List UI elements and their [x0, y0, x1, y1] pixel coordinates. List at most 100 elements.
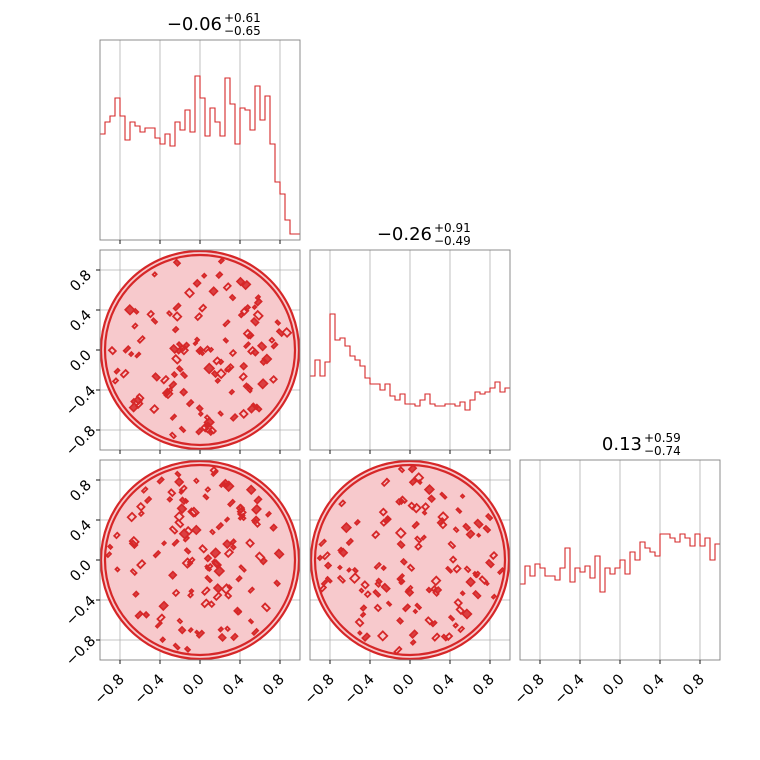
contour-island [174, 476, 185, 488]
contour-island [143, 495, 153, 505]
contour-island [430, 584, 438, 593]
contour-island [173, 511, 185, 523]
contour-island [213, 565, 226, 577]
contour-island [430, 619, 438, 628]
contour-panels [99, 249, 511, 661]
contour-island [408, 629, 419, 640]
contour-ring-inner-2-1 [103, 253, 297, 447]
contour-island [420, 534, 427, 541]
contour-island [223, 516, 231, 523]
contour-island [192, 340, 199, 347]
contour-island [171, 588, 181, 598]
contour-island [257, 378, 269, 390]
contour-island [399, 495, 408, 505]
contour-island [253, 297, 263, 307]
contour-island [440, 633, 449, 642]
contour-island [198, 544, 208, 554]
contour-island [152, 549, 162, 559]
contour-island [247, 586, 256, 594]
contour-island [229, 543, 237, 551]
contour-island [265, 510, 272, 518]
contour-island [323, 561, 333, 570]
contour-island [476, 532, 482, 538]
contour-island [394, 527, 407, 539]
x-tick-label: −0.8 [92, 672, 128, 708]
y-tick-label: −0.8 [63, 423, 99, 459]
contour-island [457, 625, 466, 634]
contour-island [239, 361, 249, 371]
y-tick-label: 0.0 [67, 557, 95, 585]
contour-island [178, 488, 185, 495]
contour-island [485, 512, 494, 522]
histogram-2 [310, 313, 510, 411]
contour-island [179, 370, 189, 380]
contour-island [396, 576, 406, 585]
contour-island [251, 503, 262, 515]
contour-island [385, 600, 393, 608]
contour-island [149, 403, 160, 415]
contour-island [465, 576, 476, 588]
x-tick-label: 0.4 [430, 672, 458, 700]
title-value-1: −0.06 [167, 14, 222, 35]
x-tick-label: −0.4 [552, 672, 588, 708]
contour-island [236, 511, 244, 518]
panel-titles: −0.06 +0.61−0.65 −0.26 +0.91−0.49 0.13 +0.59−… [167, 11, 681, 458]
contour-island [318, 584, 328, 593]
contour-island [215, 368, 227, 380]
contour-island [346, 567, 352, 573]
contour-island [413, 472, 425, 484]
contour-island [238, 564, 247, 573]
contour-island [238, 372, 248, 382]
contour-island [193, 477, 200, 485]
contour-island [274, 319, 282, 326]
contour-island [203, 362, 216, 375]
contour-island [154, 620, 163, 629]
contour-island [194, 336, 201, 343]
contour-island [373, 561, 382, 570]
contour-island [156, 613, 166, 623]
histogram-panels [100, 75, 720, 593]
contour-island [337, 564, 343, 571]
contour-island [230, 632, 239, 642]
contour-island [160, 374, 170, 385]
contour-island [215, 521, 225, 531]
contour-island [447, 614, 456, 622]
contour-island [204, 562, 214, 572]
contour-island [170, 370, 179, 379]
contour-island [187, 507, 198, 518]
contour-island [354, 617, 365, 628]
contour-island [171, 325, 180, 334]
x-tick-label: −0.8 [512, 672, 548, 708]
contour-island [146, 309, 156, 319]
contour-island [251, 518, 262, 528]
contour-island [363, 590, 372, 599]
contour-island [246, 403, 258, 414]
contour-island [200, 586, 211, 596]
contour-island [393, 645, 403, 656]
contour-island [324, 575, 333, 584]
x-tick-label: 0.0 [390, 672, 418, 700]
contour-island [320, 579, 329, 587]
contour-island [223, 547, 235, 559]
contour-island [190, 524, 202, 536]
contour-island [187, 626, 194, 634]
contour-island [243, 341, 252, 350]
contour-island [176, 503, 188, 515]
contour-island [321, 551, 331, 561]
contour-island [168, 570, 178, 580]
contour-island [459, 590, 466, 597]
contour-island [340, 521, 352, 534]
contour-island [182, 497, 190, 505]
y-tick-label: 0.8 [67, 477, 95, 505]
histogram-1 [100, 75, 300, 235]
contour-island [397, 466, 406, 474]
contour-island [187, 591, 195, 599]
contour-island [461, 608, 473, 620]
y-tick-label: −0.8 [63, 633, 99, 669]
contour-island [203, 554, 213, 563]
contour-island [260, 602, 272, 613]
contour-island [399, 557, 408, 566]
contour-island [439, 491, 448, 500]
contour-island [408, 477, 418, 487]
contour-island [375, 577, 383, 585]
